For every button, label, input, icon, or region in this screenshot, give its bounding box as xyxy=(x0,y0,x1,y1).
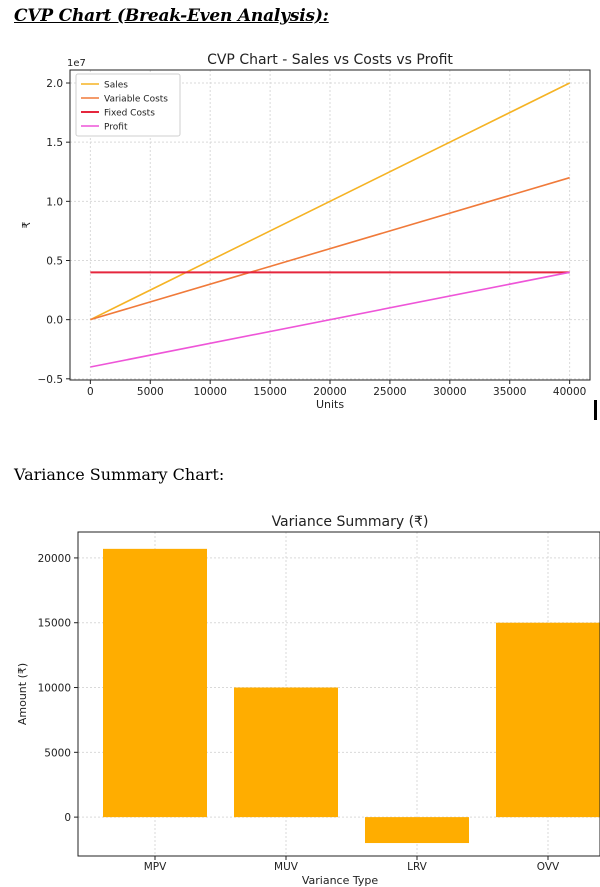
cvp-x-tick-label: 0 xyxy=(87,386,94,398)
cvp-y-axis-label: ₹ xyxy=(20,222,33,229)
cvp-series-line xyxy=(90,271,570,368)
cvp-legend-label: Variable Costs xyxy=(104,95,168,105)
cvp-y-ticks: −0.5 0.0 0.5 1.0 1.5 2.0 xyxy=(38,78,70,386)
variance-x-tick-label: MUV xyxy=(274,861,299,873)
variance-y-axis-label: Amount (₹) xyxy=(16,663,29,725)
variance-y-tick-label: 0 xyxy=(64,812,71,824)
cvp-x-ticks: 0 5000 10000 15000 20000 25000 30000 35000 40000 xyxy=(87,380,586,398)
cvp-y-tick-label: 0.0 xyxy=(46,315,63,327)
text-cursor-mark xyxy=(594,400,597,420)
cvp-x-tick-label: 15000 xyxy=(253,386,286,398)
variance-heading: Variance Summary Chart: xyxy=(14,465,225,484)
cvp-x-tick-label: 25000 xyxy=(373,386,406,398)
variance-bar xyxy=(103,548,207,818)
cvp-y-tick-label: 0.5 xyxy=(46,255,63,267)
variance-x-ticks: MPV MUV LRV OVV xyxy=(144,856,560,873)
cvp-y-tick-label: 2.0 xyxy=(46,78,63,90)
cvp-y-tick-label: 1.5 xyxy=(46,137,63,149)
variance-chart-title: Variance Summary (₹) xyxy=(272,514,429,530)
cvp-legend: Sales Variable Costs Fixed Costs Profit xyxy=(75,73,181,137)
variance-bar xyxy=(234,687,338,818)
variance-y-ticks: 0 5000 10000 15000 20000 xyxy=(38,553,78,824)
cvp-heading: CVP Chart (Break-Even Analysis): xyxy=(14,6,329,26)
variance-bars xyxy=(103,548,600,844)
variance-x-axis-label: Variance Type xyxy=(302,874,379,887)
cvp-x-tick-label: 10000 xyxy=(193,386,226,398)
cvp-x-tick-label: 20000 xyxy=(313,386,346,398)
variance-y-tick-label: 15000 xyxy=(38,618,71,630)
variance-plot-frame xyxy=(77,531,600,857)
cvp-chart-title: CVP Chart - Sales vs Costs vs Profit xyxy=(207,52,453,68)
variance-y-tick-label: 5000 xyxy=(44,747,71,759)
cvp-chart: CVP Chart - Sales vs Costs vs Profit 1e7… xyxy=(20,52,591,411)
cvp-legend-label: Sales xyxy=(104,81,128,91)
cvp-legend-label: Profit xyxy=(104,123,128,133)
cvp-series-lines xyxy=(90,82,570,368)
cvp-x-tick-label: 35000 xyxy=(493,386,526,398)
variance-bar xyxy=(496,622,600,818)
cvp-y-tick-label: 1.0 xyxy=(46,196,63,208)
cvp-series-line xyxy=(90,176,570,321)
variance-x-tick-label: OVV xyxy=(537,861,560,873)
cvp-x-tick-label: 40000 xyxy=(553,386,586,398)
cvp-legend-label: Fixed Costs xyxy=(104,109,155,119)
cvp-y-tick-label: −0.5 xyxy=(38,374,64,386)
cvp-x-tick-label: 5000 xyxy=(137,386,164,398)
variance-bar xyxy=(365,817,469,844)
variance-y-tick-label: 20000 xyxy=(38,553,71,565)
variance-x-tick-label: MPV xyxy=(144,861,167,873)
variance-y-tick-label: 10000 xyxy=(38,683,71,695)
cvp-x-axis-label: Units xyxy=(316,398,344,411)
variance-x-tick-label: LRV xyxy=(407,861,428,873)
cvp-y-scale-note: 1e7 xyxy=(67,58,86,69)
cvp-legend-box xyxy=(75,73,181,137)
cvp-series-line xyxy=(90,82,570,321)
cvp-x-tick-label: 30000 xyxy=(433,386,466,398)
